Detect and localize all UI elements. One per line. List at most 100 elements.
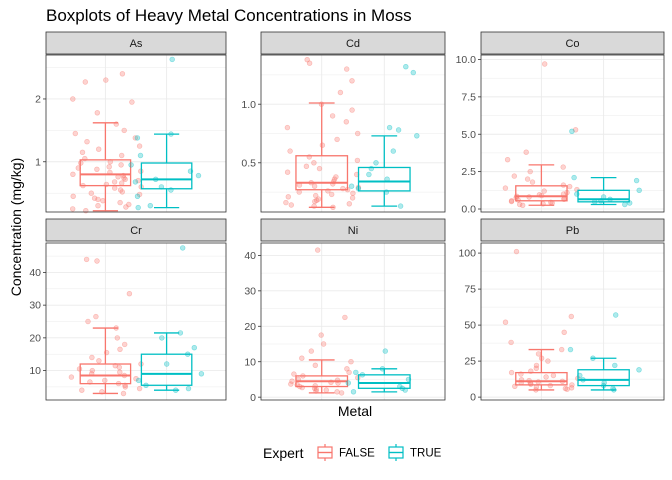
data-point bbox=[128, 162, 134, 168]
box bbox=[577, 189, 630, 203]
y-tick-label: 10 bbox=[244, 356, 256, 368]
data-point bbox=[568, 385, 575, 391]
data-point bbox=[390, 148, 396, 154]
data-point bbox=[508, 198, 515, 204]
data-point bbox=[136, 385, 143, 392]
data-point bbox=[600, 194, 607, 200]
data-point bbox=[598, 198, 604, 204]
facet-panel-border bbox=[480, 54, 665, 213]
data-point bbox=[312, 198, 318, 205]
y-tick-label: 25 bbox=[464, 356, 476, 368]
data-point bbox=[136, 191, 143, 198]
data-point bbox=[561, 329, 567, 335]
data-point bbox=[120, 172, 127, 179]
data-point bbox=[528, 381, 534, 387]
data-point bbox=[311, 203, 317, 209]
data-point bbox=[571, 174, 577, 181]
data-point bbox=[395, 127, 402, 133]
data-point bbox=[198, 371, 205, 377]
data-point bbox=[313, 388, 319, 394]
data-point bbox=[330, 178, 337, 185]
data-point bbox=[549, 200, 555, 206]
data-point bbox=[83, 256, 90, 263]
data-point bbox=[572, 127, 579, 133]
data-point bbox=[562, 385, 569, 392]
data-point bbox=[114, 335, 121, 341]
data-point bbox=[320, 341, 327, 347]
data-point bbox=[561, 196, 567, 203]
data-point bbox=[611, 387, 617, 393]
data-point bbox=[414, 133, 420, 139]
data-point bbox=[118, 152, 125, 159]
data-point bbox=[311, 183, 318, 189]
data-point bbox=[329, 113, 336, 119]
data-point bbox=[610, 385, 616, 392]
data-point bbox=[147, 203, 154, 209]
data-point bbox=[129, 99, 135, 105]
data-point bbox=[368, 165, 374, 172]
data-point bbox=[106, 164, 112, 170]
data-point bbox=[519, 202, 526, 209]
data-point bbox=[349, 107, 355, 113]
series-false bbox=[502, 248, 581, 393]
data-point bbox=[121, 127, 127, 134]
facets-layer: As 1 2 Cd 0.5 1.0 Co 0.0 2.5 5.0 7.5 10.0 Cr 10 20 30 40… bbox=[29, 31, 665, 404]
data-point bbox=[527, 168, 533, 175]
data-point bbox=[122, 384, 129, 390]
data-point bbox=[410, 69, 416, 76]
data-point bbox=[191, 345, 198, 351]
data-point bbox=[633, 177, 640, 184]
data-point bbox=[285, 194, 291, 200]
data-point bbox=[80, 182, 86, 189]
data-point bbox=[122, 382, 128, 388]
data-point bbox=[93, 313, 99, 320]
data-point bbox=[95, 146, 102, 152]
y-tick-label: 40 bbox=[244, 250, 256, 262]
data-point bbox=[91, 195, 98, 201]
data-point bbox=[543, 374, 549, 380]
data-point bbox=[399, 385, 406, 391]
facet-strip bbox=[480, 31, 665, 55]
data-point bbox=[100, 198, 106, 204]
series-true bbox=[569, 128, 642, 208]
data-point bbox=[143, 382, 149, 388]
data-point bbox=[607, 196, 613, 203]
y-tick-label: 100 bbox=[458, 248, 476, 260]
box bbox=[357, 166, 411, 192]
data-point bbox=[312, 362, 318, 368]
series-false bbox=[502, 61, 580, 209]
facet-strip-label: As bbox=[130, 38, 143, 50]
y-tick-label: 75 bbox=[464, 284, 476, 296]
data-point bbox=[107, 159, 114, 165]
data-point bbox=[311, 160, 317, 166]
data-point bbox=[508, 339, 514, 346]
data-point bbox=[538, 192, 545, 199]
data-point bbox=[511, 173, 517, 179]
data-point bbox=[558, 346, 565, 353]
data-point bbox=[548, 199, 554, 206]
data-point bbox=[366, 171, 372, 178]
y-tick-label: 0 bbox=[470, 392, 476, 404]
y-tick-label: 20 bbox=[29, 332, 41, 344]
data-point bbox=[515, 197, 521, 203]
data-point bbox=[168, 131, 174, 137]
data-point bbox=[72, 130, 79, 137]
data-point bbox=[313, 386, 319, 393]
facet-strip-label: Cr bbox=[130, 225, 142, 237]
data-point bbox=[564, 386, 570, 392]
data-point bbox=[115, 380, 122, 387]
y-tick-label: 1 bbox=[35, 156, 41, 168]
data-point bbox=[536, 192, 543, 198]
data-point bbox=[328, 379, 334, 385]
data-point bbox=[591, 199, 598, 205]
box bbox=[140, 353, 193, 386]
facet-co: Co 0.0 2.5 5.0 7.5 10.0 bbox=[456, 31, 665, 216]
data-point bbox=[559, 378, 566, 384]
series-false bbox=[69, 71, 144, 214]
y-tick-label: 30 bbox=[29, 300, 41, 312]
data-point bbox=[564, 189, 570, 196]
data-point bbox=[180, 245, 186, 251]
data-point bbox=[561, 195, 567, 202]
